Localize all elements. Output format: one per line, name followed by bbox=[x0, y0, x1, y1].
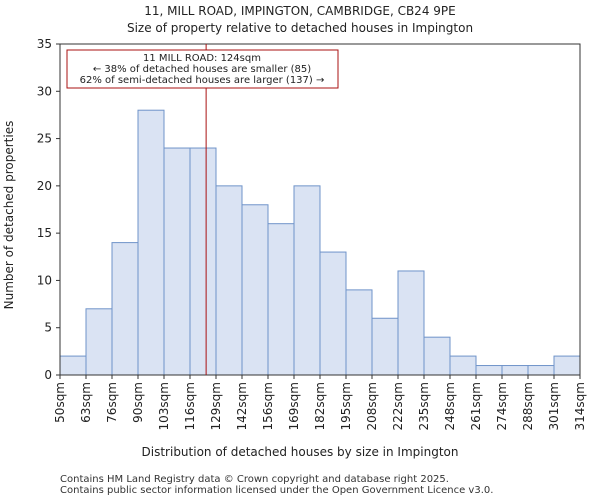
x-tick-label: 195sqm bbox=[339, 382, 353, 430]
plot-frame bbox=[59, 43, 581, 376]
annotation-line-1: 11 MILL ROAD: 124sqm bbox=[143, 53, 261, 64]
x-tick-label: 142sqm bbox=[235, 382, 249, 430]
bar-103sqm bbox=[163, 147, 191, 376]
bar-274sqm bbox=[501, 365, 529, 376]
x-tick-label: 169sqm bbox=[287, 382, 301, 430]
bar-288sqm bbox=[527, 365, 555, 376]
x-tick-label: 261sqm bbox=[469, 382, 483, 430]
bar-195sqm bbox=[345, 289, 373, 376]
x-tick-label: 248sqm bbox=[443, 382, 457, 430]
annotation-line-3: 62% of semi-detached houses are larger (… bbox=[80, 75, 325, 86]
x-tick-label: 222sqm bbox=[391, 382, 405, 430]
x-tick-label: 235sqm bbox=[417, 382, 431, 430]
x-tick-label: 50sqm bbox=[53, 382, 67, 423]
bars-group bbox=[59, 109, 581, 376]
bar-182sqm bbox=[319, 251, 347, 376]
bar-235sqm bbox=[423, 336, 451, 376]
bar-156sqm bbox=[267, 223, 295, 376]
x-axis-label: Distribution of detached houses by size … bbox=[142, 445, 459, 459]
bar-129sqm bbox=[215, 185, 243, 376]
x-tick-label: 76sqm bbox=[105, 382, 119, 423]
bar-169sqm bbox=[293, 185, 321, 376]
x-tick-label: 288sqm bbox=[521, 382, 535, 430]
bar-142sqm bbox=[241, 204, 269, 376]
x-tick-label: 90sqm bbox=[131, 382, 145, 423]
x-tick-label: 156sqm bbox=[261, 382, 275, 430]
annotation-box: 11 MILL ROAD: 124sqm ← 38% of detached h… bbox=[66, 49, 339, 89]
bar-116sqm bbox=[189, 147, 217, 376]
x-tick-label: 63sqm bbox=[79, 382, 93, 423]
bar-301sqm bbox=[553, 355, 581, 376]
annotation-frame bbox=[66, 49, 339, 89]
x-tick-label: 103sqm bbox=[157, 382, 171, 430]
x-tick-label: 314sqm bbox=[573, 382, 587, 430]
bar-76sqm bbox=[111, 242, 139, 376]
bar-50sqm bbox=[59, 355, 87, 376]
y-tick-label: 15 bbox=[37, 226, 52, 240]
y-tick-label: 20 bbox=[37, 179, 52, 193]
chart-title: 11, MILL ROAD, IMPINGTON, CAMBRIDGE, CB2… bbox=[144, 4, 455, 18]
y-tick-label: 0 bbox=[44, 368, 52, 382]
x-tick-label: 129sqm bbox=[209, 382, 223, 430]
footer-line-1: Contains HM Land Registry data © Crown c… bbox=[60, 474, 449, 485]
x-tick-label: 301sqm bbox=[547, 382, 561, 430]
chart-subtitle: Size of property relative to detached ho… bbox=[127, 21, 473, 35]
x-tick-label: 182sqm bbox=[313, 382, 327, 430]
y-tick-label: 25 bbox=[37, 132, 52, 146]
x-tick-label: 208sqm bbox=[365, 382, 379, 430]
x-tick-label: 116sqm bbox=[183, 382, 197, 430]
bar-208sqm bbox=[371, 317, 399, 376]
annotation-line-2: ← 38% of detached houses are smaller (85… bbox=[93, 64, 311, 75]
bar-222sqm bbox=[397, 270, 425, 376]
y-tick-label: 30 bbox=[37, 84, 52, 98]
bar-90sqm bbox=[137, 109, 165, 376]
bar-63sqm bbox=[85, 308, 113, 376]
footer-line-2: Contains public sector information licen… bbox=[60, 485, 494, 496]
bar-248sqm bbox=[449, 355, 477, 376]
y-tick-label: 5 bbox=[44, 321, 52, 335]
x-tick-label: 274sqm bbox=[495, 382, 509, 430]
bar-261sqm bbox=[475, 365, 503, 376]
y-tick-label: 10 bbox=[37, 273, 52, 287]
y-axis-label: Number of detached properties bbox=[2, 121, 16, 310]
y-axis: 0 5 10 15 20 25 30 35 bbox=[37, 37, 60, 382]
x-axis: 50sqm 63sqm 76sqm 90sqm 103sqm 116sqm 129sqm 14… bbox=[53, 375, 587, 430]
y-tick-label: 35 bbox=[37, 37, 52, 51]
